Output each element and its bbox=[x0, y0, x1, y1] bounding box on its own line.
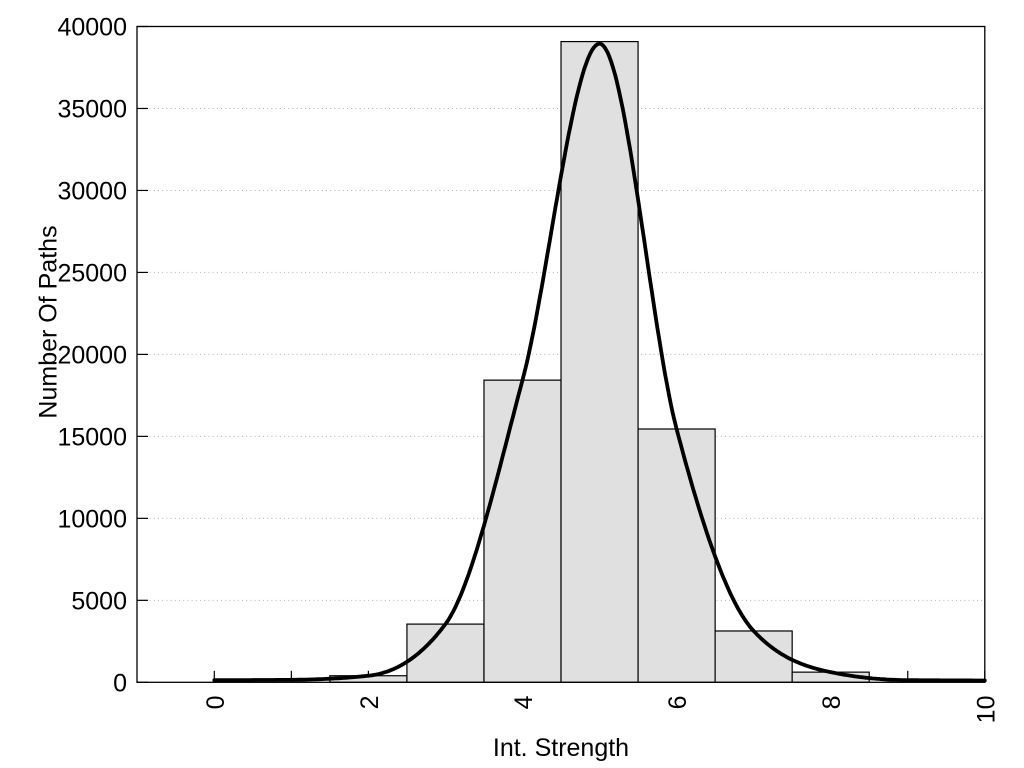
svg-text:30000: 30000 bbox=[57, 177, 127, 205]
svg-text:0: 0 bbox=[113, 669, 127, 697]
svg-text:15000: 15000 bbox=[57, 423, 127, 451]
svg-text:2: 2 bbox=[356, 696, 384, 710]
svg-text:25000: 25000 bbox=[57, 259, 127, 287]
svg-text:4: 4 bbox=[510, 695, 538, 709]
svg-text:20000: 20000 bbox=[57, 341, 127, 369]
svg-text:5000: 5000 bbox=[71, 587, 127, 615]
svg-text:0: 0 bbox=[202, 696, 230, 710]
svg-text:10000: 10000 bbox=[57, 505, 127, 533]
svg-text:6: 6 bbox=[664, 696, 692, 710]
svg-text:35000: 35000 bbox=[57, 95, 127, 123]
svg-text:Int. Strength: Int. Strength bbox=[493, 734, 629, 762]
svg-text:40000: 40000 bbox=[57, 14, 127, 42]
svg-text:8: 8 bbox=[818, 696, 846, 710]
svg-text:10: 10 bbox=[972, 696, 1000, 724]
svg-text:Number Of Paths: Number Of Paths bbox=[35, 225, 63, 418]
